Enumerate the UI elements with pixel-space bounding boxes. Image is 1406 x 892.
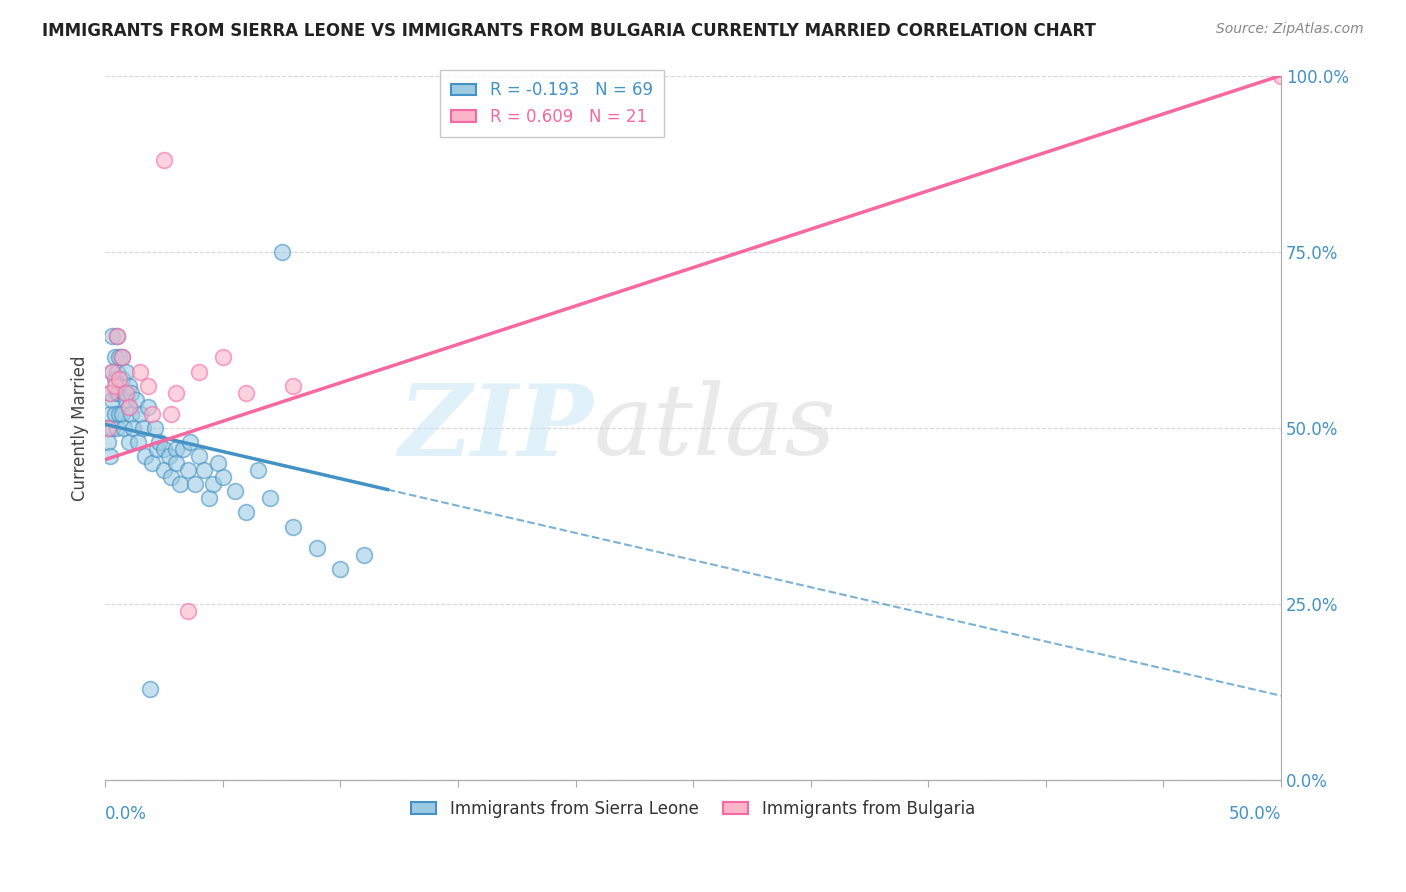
Point [165,442,187,456]
Point [188,365,211,379]
Text: IMMIGRANTS FROM SIERRA LEONE VS IMMIGRANTS FROM BULGARIA CURRENTLY MARRIED CORRE: IMMIGRANTS FROM SIERRA LEONE VS IMMIGRAN… [42,22,1097,40]
Point [101,392,124,407]
Point [115,365,138,379]
Point [235,506,257,520]
Text: Source: ZipAtlas.com: Source: ZipAtlas.com [1216,22,1364,37]
Point [97,421,120,435]
Point [134,449,156,463]
Point [202,477,225,491]
Point [188,449,211,463]
Point [176,604,198,618]
Point [101,365,124,379]
Point [146,442,169,456]
Point [247,463,270,477]
Y-axis label: Currently Married: Currently Married [72,355,89,500]
Point [139,681,162,696]
Point [115,385,138,400]
Point [157,449,180,463]
Point [136,378,159,392]
Point [193,463,215,477]
Point [179,435,201,450]
Point [283,378,305,392]
Point [104,407,127,421]
Point [160,470,183,484]
Point [211,351,233,365]
Point [235,385,257,400]
Point [153,442,176,456]
Point [207,456,229,470]
Point [122,421,145,435]
Point [132,421,155,435]
Point [165,456,187,470]
Point [97,435,120,450]
Point [111,407,134,421]
Point [197,491,219,506]
Point [108,371,131,385]
Point [129,407,152,421]
Point [118,435,141,450]
Point [136,400,159,414]
Point [353,548,375,562]
Point [98,385,121,400]
Point [169,477,191,491]
Point [143,421,166,435]
Point [104,351,127,365]
Text: 50.0%: 50.0% [1229,805,1281,823]
Text: atlas: atlas [593,380,837,475]
Point [111,371,134,385]
Point [108,351,131,365]
Point [98,449,121,463]
Point [111,351,134,365]
Point [1270,69,1292,83]
Point [141,407,163,421]
Point [105,421,128,435]
Point [97,421,120,435]
Point [259,491,281,506]
Point [105,365,128,379]
Point [105,329,128,343]
Point [153,153,176,167]
Text: ZIP: ZIP [398,380,593,476]
Point [160,407,183,421]
Point [165,385,187,400]
Point [111,351,134,365]
Point [105,385,128,400]
Point [98,385,121,400]
Point [148,435,170,450]
Point [211,470,233,484]
Point [112,385,135,400]
Point [108,385,131,400]
Legend: Immigrants from Sierra Leone, Immigrants from Bulgaria: Immigrants from Sierra Leone, Immigrants… [405,794,981,825]
Point [112,421,135,435]
Point [104,378,127,392]
Point [118,400,141,414]
Point [120,385,142,400]
Point [120,407,142,421]
Point [118,400,141,414]
Text: 0.0%: 0.0% [105,805,148,823]
Point [105,329,128,343]
Point [104,371,127,385]
Point [129,365,152,379]
Point [305,541,328,555]
Point [183,477,205,491]
Point [127,435,149,450]
Point [329,562,352,576]
Point [270,244,292,259]
Point [125,392,148,407]
Point [108,407,131,421]
Point [101,365,124,379]
Point [176,463,198,477]
Point [101,329,124,343]
Point [115,392,138,407]
Point [141,456,163,470]
Point [153,463,176,477]
Point [101,421,124,435]
Point [98,407,121,421]
Point [283,519,305,533]
Point [118,378,141,392]
Point [224,484,246,499]
Point [172,442,194,456]
